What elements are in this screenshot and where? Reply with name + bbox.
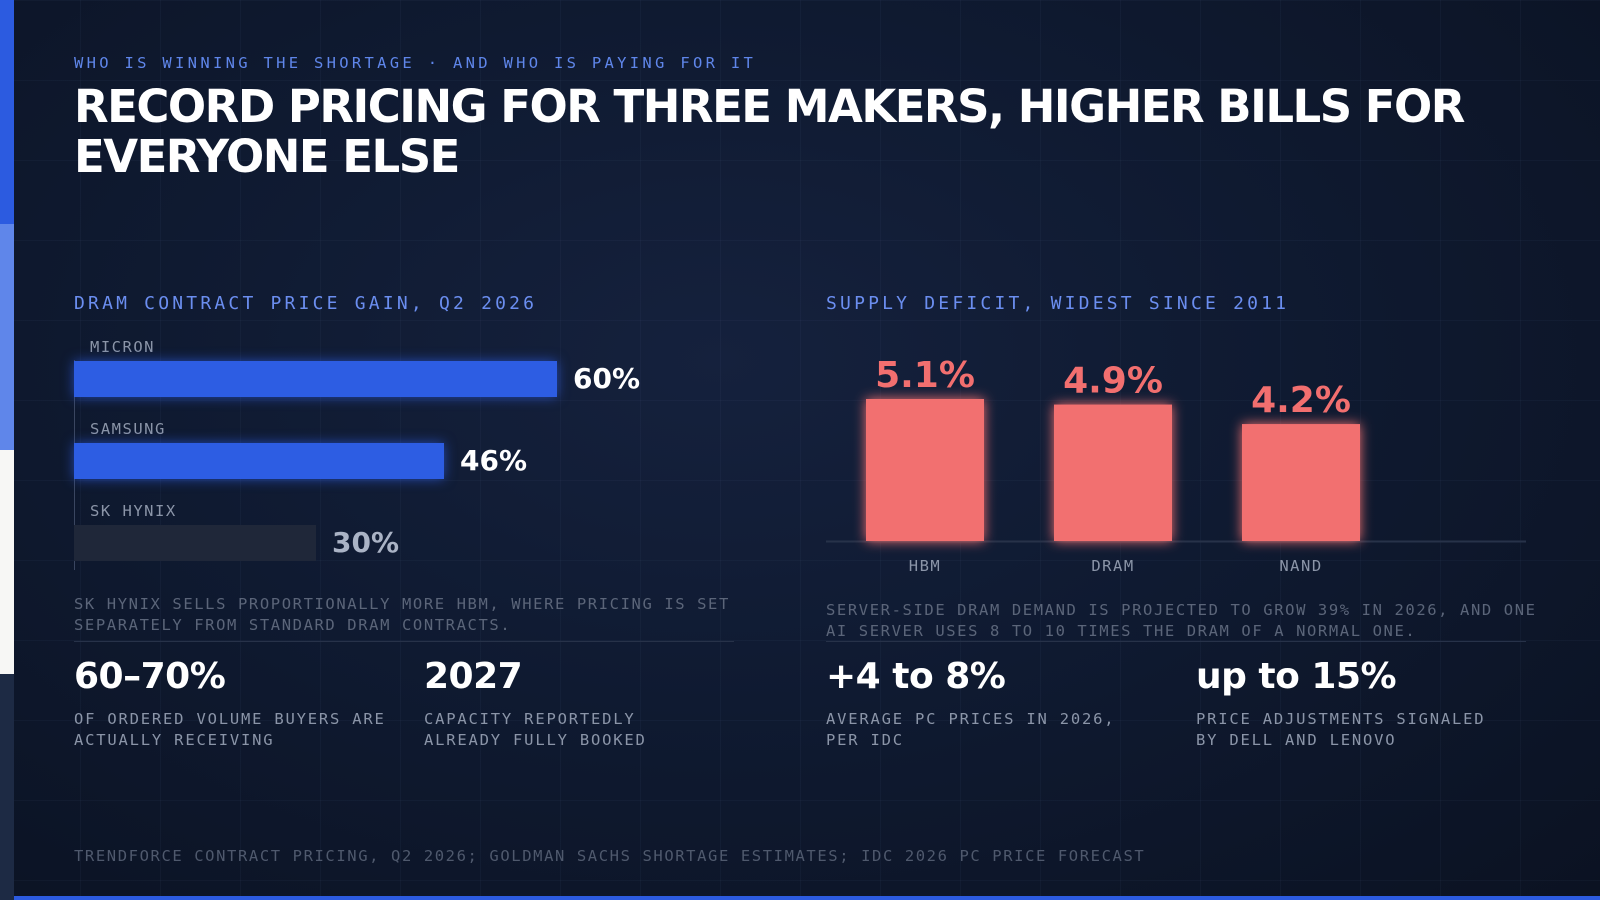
bar-value-label: 4.9%	[1063, 361, 1163, 402]
bar-category-label: MICRON	[90, 338, 155, 356]
bar-value-label: 4.2%	[1251, 380, 1351, 421]
stat-value: +4 to 8%	[826, 656, 1006, 697]
bar-value-label: 5.1%	[875, 355, 975, 396]
right-chart-title: SUPPLY DEFICIT, WIDEST SINCE 2011	[826, 293, 1290, 314]
bar-category-label: DRAM	[1091, 557, 1134, 575]
side-accent-segment	[0, 674, 14, 900]
stat-label: PRICE ADJUSTMENTS SIGNALED BY DELL AND L…	[1196, 710, 1486, 749]
bar-value-label: 60%	[573, 362, 641, 395]
bar-samsung	[74, 443, 444, 479]
side-accent-segment	[0, 0, 14, 224]
bar-value-label: 46%	[460, 444, 528, 477]
vertical-bar-chart: 5.1% HBM 4.9% DRAM 4.2% NAND	[826, 355, 1526, 575]
bar-category-label: HBM	[909, 557, 942, 575]
bar-micron	[74, 361, 557, 397]
bar-category-label: NAND	[1279, 557, 1322, 575]
left-chart-title: DRAM CONTRACT PRICE GAIN, Q2 2026	[74, 293, 538, 314]
side-accent-bar	[0, 0, 14, 900]
source-note: TRENDFORCE CONTRACT PRICING, Q2 2026; GO…	[74, 847, 1146, 865]
stat-value: 60–70%	[74, 656, 226, 697]
kicker: WHO IS WINNING THE SHORTAGE · AND WHO IS…	[74, 54, 757, 72]
bottom-accent-line	[14, 896, 1600, 900]
bar-nand	[1242, 424, 1360, 541]
divider	[826, 641, 1526, 642]
bar-hbm	[866, 399, 984, 541]
side-accent-segment	[0, 224, 14, 450]
stat-value: 2027	[424, 656, 523, 697]
bar-dram	[1054, 404, 1172, 541]
right-chart-note: SERVER-SIDE DRAM DEMAND IS PROJECTED TO …	[826, 601, 1537, 640]
left-chart-note: SK HYNIX SELLS PROPORTIONALLY MORE HBM, …	[74, 595, 730, 634]
bar-value-label: 30%	[332, 526, 400, 559]
divider	[74, 641, 734, 642]
page-title: RECORD PRICING FOR THREE MAKERS, HIGHER …	[74, 80, 1465, 183]
bar-category-label: SAMSUNG	[90, 420, 166, 438]
stat-label: OF ORDERED VOLUME BUYERS ARE ACTUALLY RE…	[74, 710, 386, 749]
bar-category-label: SK HYNIX	[90, 502, 177, 520]
side-accent-segment	[0, 450, 14, 674]
stat-label: AVERAGE PC PRICES IN 2026, PER IDC	[826, 710, 1116, 749]
stat-value: up to 15%	[1196, 656, 1397, 697]
bar-sk-hynix	[74, 525, 316, 561]
horizontal-bar-chart: MICRON 60% SAMSUNG 46% SK HYNIX 30%	[74, 338, 734, 590]
stat-label: CAPACITY REPORTEDLY ALREADY FULLY BOOKED	[424, 710, 647, 749]
